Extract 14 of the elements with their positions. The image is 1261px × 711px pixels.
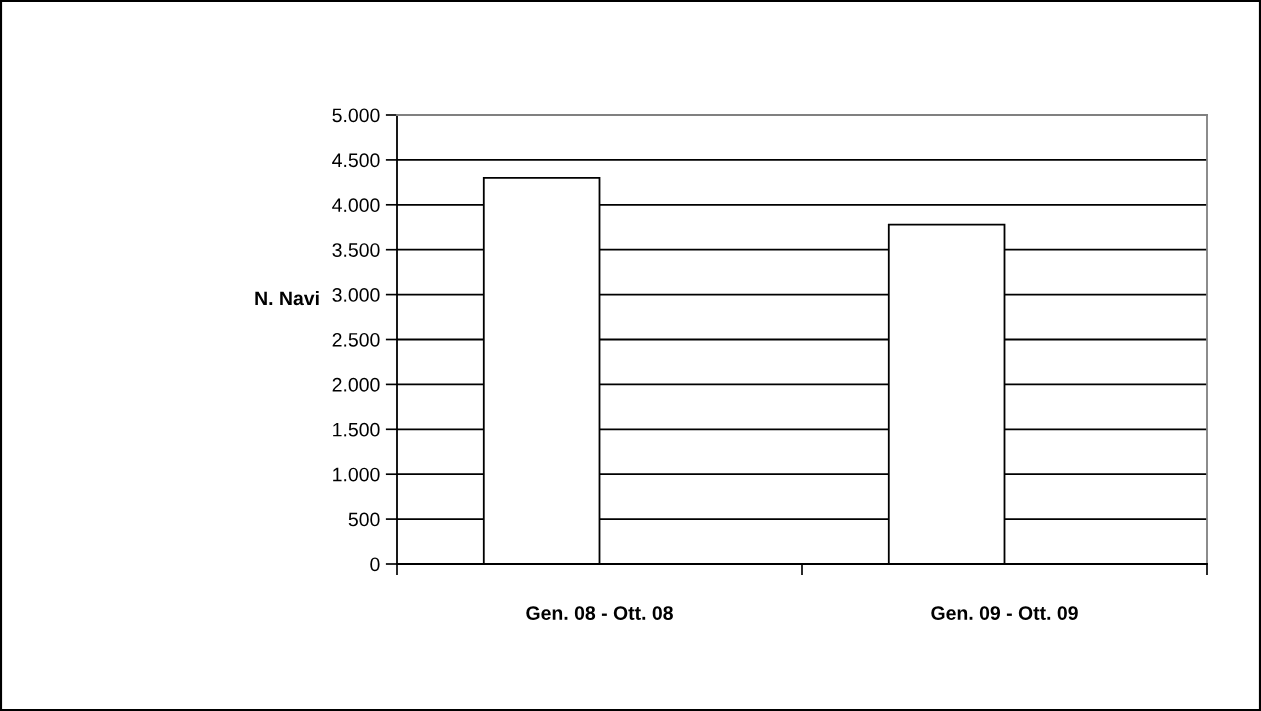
- y-tick-label: 0: [370, 557, 380, 572]
- y-tick-label: 2.500: [332, 332, 380, 347]
- y-axis-title: N. Navi: [255, 290, 319, 306]
- y-tick-label: 500: [348, 512, 380, 527]
- y-tick-label: 2.000: [332, 377, 380, 392]
- y-tick-label: 1.000: [333, 467, 380, 482]
- x-tick-label: Gen. 08 - Ott. 08: [526, 606, 673, 620]
- y-tick-label: 1.500: [333, 422, 380, 437]
- y-tick-label: 4.500: [332, 153, 380, 168]
- y-tick-label: 3.500: [332, 243, 380, 257]
- y-tick-label: 4.000: [332, 198, 380, 213]
- y-tick-label: 3.000: [332, 288, 380, 302]
- y-tick-label: 5.000: [332, 108, 380, 123]
- x-tick-label: Gen. 09 - Ott. 09: [931, 606, 1078, 620]
